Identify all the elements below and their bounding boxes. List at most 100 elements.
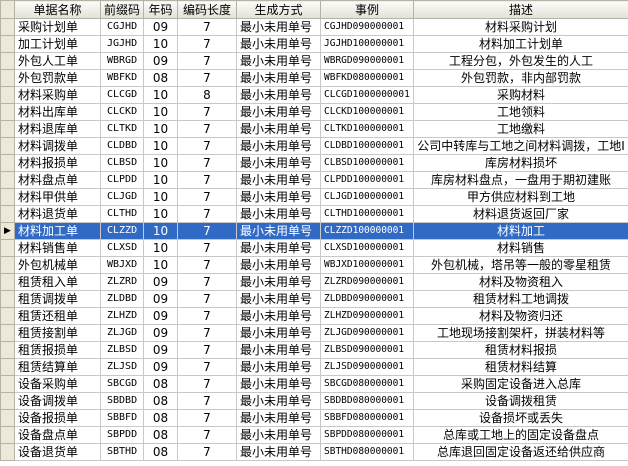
table-cell[interactable]: 设备采购单	[14, 375, 101, 393]
table-cell[interactable]: 10	[143, 256, 178, 274]
table-cell[interactable]: CLXSD100000001	[320, 239, 414, 257]
table-cell[interactable]: 7	[177, 290, 237, 308]
table-cell[interactable]: 8	[177, 86, 237, 104]
table-cell[interactable]: 材料加工计划单	[413, 35, 628, 53]
table-cell[interactable]: 设备调拨单	[14, 392, 101, 410]
table-cell[interactable]: 材料加工	[413, 222, 628, 240]
table-cell[interactable]: 7	[177, 120, 237, 138]
table-cell[interactable]: 09	[143, 307, 178, 325]
table-cell[interactable]: 最小未用单号	[236, 443, 321, 461]
table-cell[interactable]: SBCGD080000001	[320, 375, 414, 393]
table-cell[interactable]: 租赁接割单	[14, 324, 101, 342]
table-cell[interactable]: 最小未用单号	[236, 103, 321, 121]
table-cell[interactable]: 7	[177, 137, 237, 155]
table-cell[interactable]: 设备盘点单	[14, 426, 101, 444]
table-cell[interactable]: CLBSD	[100, 154, 144, 172]
table-cell[interactable]: 7	[177, 341, 237, 359]
table-cell[interactable]: CLCKD	[100, 103, 144, 121]
table-cell[interactable]: ZLZRD090000001	[320, 273, 414, 291]
table-cell[interactable]: 材料加工单	[14, 222, 101, 240]
column-header[interactable]: 前缀码	[100, 0, 144, 19]
table-cell[interactable]: CLJGD	[100, 188, 144, 206]
table-row[interactable]: ▶ 材料加工单 CLZZD 10 7 最小未用单号 CLZZD100000001 材料加工	[0, 222, 628, 240]
table-cell[interactable]: 7	[177, 426, 237, 444]
table-cell[interactable]: 租赁还租单	[14, 307, 101, 325]
column-header[interactable]: 描述	[413, 0, 628, 19]
table-cell[interactable]: 最小未用单号	[236, 307, 321, 325]
table-cell[interactable]: 7	[177, 358, 237, 376]
table-cell[interactable]: SBDBD080000001	[320, 392, 414, 410]
table-cell[interactable]: 7	[177, 375, 237, 393]
table-row[interactable]: 租赁租入单 ZLZRD 09 7 最小未用单号 ZLZRD090000001 材料及物资租入	[0, 273, 628, 291]
table-cell[interactable]: 最小未用单号	[236, 205, 321, 223]
table-cell[interactable]: 最小未用单号	[236, 171, 321, 189]
table-cell[interactable]: 外包罚款，非内部罚款	[413, 69, 628, 87]
table-cell[interactable]: 最小未用单号	[236, 188, 321, 206]
table-row[interactable]: 租赁接割单 ZLJGD 09 7 最小未用单号 ZLJGD090000001 工地现场接割架…	[0, 324, 628, 342]
table-cell[interactable]: 设备调拨租赁	[413, 392, 628, 410]
table-cell[interactable]: 最小未用单号	[236, 341, 321, 359]
table-cell[interactable]: 10	[143, 103, 178, 121]
table-cell[interactable]: 09	[143, 358, 178, 376]
table-cell[interactable]: CLZZD100000001	[320, 222, 414, 240]
table-cell[interactable]: WBFKD	[100, 69, 144, 87]
table-cell[interactable]: ZLBSD	[100, 341, 144, 359]
table-cell[interactable]: 最小未用单号	[236, 256, 321, 274]
table-row[interactable]: 外包罚款单 WBFKD 08 7 最小未用单号 WBFKD080000001 外包罚款，非内…	[0, 69, 628, 87]
table-cell[interactable]: WBJXD	[100, 256, 144, 274]
column-header[interactable]: 单据名称	[14, 0, 101, 19]
table-cell[interactable]: 最小未用单号	[236, 52, 321, 70]
table-cell[interactable]: 材料及物资归还	[413, 307, 628, 325]
column-header[interactable]: 年码	[143, 0, 178, 19]
table-cell[interactable]: 材料调拨单	[14, 137, 101, 155]
table-cell[interactable]: 最小未用单号	[236, 324, 321, 342]
table-cell[interactable]: 7	[177, 273, 237, 291]
table-cell[interactable]: 08	[143, 69, 178, 87]
table-cell[interactable]: SBPDD	[100, 426, 144, 444]
table-row[interactable]: 外包人工单 WBRGD 09 7 最小未用单号 WBRGD090000001 工程分包，外包…	[0, 52, 628, 70]
table-cell[interactable]: 7	[177, 256, 237, 274]
table-row[interactable]: 材料盘点单 CLPDD 10 7 最小未用单号 CLPDD100000001 库房材料盘点，…	[0, 171, 628, 189]
table-row[interactable]: 材料出库单 CLCKD 10 7 最小未用单号 CLCKD100000001 工地领料	[0, 103, 628, 121]
table-cell[interactable]: CLBSD100000001	[320, 154, 414, 172]
table-row[interactable]: 材料报损单 CLBSD 10 7 最小未用单号 CLBSD100000001 库房材料损坏	[0, 154, 628, 172]
table-cell[interactable]: 采购材料	[413, 86, 628, 104]
table-cell[interactable]: 外包人工单	[14, 52, 101, 70]
table-cell[interactable]: 租赁调拨单	[14, 290, 101, 308]
table-cell[interactable]: 公司中转库与工地之间材料调拨，工地I	[413, 137, 628, 155]
table-cell[interactable]: 材料盘点单	[14, 171, 101, 189]
table-cell[interactable]: 7	[177, 205, 237, 223]
table-cell[interactable]: 采购固定设备进入总库	[413, 375, 628, 393]
table-row[interactable]: 设备报损单 SBBFD 08 7 最小未用单号 SBBFD080000001 设备损坏或丢失	[0, 409, 628, 427]
table-cell[interactable]: 7	[177, 324, 237, 342]
table-cell[interactable]: 08	[143, 375, 178, 393]
table-cell[interactable]: SBTHD	[100, 443, 144, 461]
table-cell[interactable]: 10	[143, 86, 178, 104]
table-cell[interactable]: 外包机械单	[14, 256, 101, 274]
table-row[interactable]: 材料甲供单 CLJGD 10 7 最小未用单号 CLJGD100000001 甲方供应材料到…	[0, 188, 628, 206]
table-row[interactable]: 加工计划单 JGJHD 10 7 最小未用单号 JGJHD100000001 材料加工计划单	[0, 35, 628, 53]
table-cell[interactable]: 10	[143, 35, 178, 53]
table-row[interactable]: 租赁报损单 ZLBSD 09 7 最小未用单号 ZLBSD090000001 租赁材料报损	[0, 341, 628, 359]
table-cell[interactable]: 采购计划单	[14, 18, 101, 36]
table-cell[interactable]: WBJXD100000001	[320, 256, 414, 274]
table-cell[interactable]: 最小未用单号	[236, 120, 321, 138]
table-cell[interactable]: 7	[177, 103, 237, 121]
table-cell[interactable]: ZLBSD090000001	[320, 341, 414, 359]
table-cell[interactable]: 10	[143, 205, 178, 223]
table-cell[interactable]: 工地领料	[413, 103, 628, 121]
table-cell[interactable]: 7	[177, 188, 237, 206]
table-cell[interactable]: 10	[143, 239, 178, 257]
table-cell[interactable]: 材料报损单	[14, 154, 101, 172]
table-cell[interactable]: SBTHD080000001	[320, 443, 414, 461]
table-row[interactable]: 材料调拨单 CLDBD 10 7 最小未用单号 CLDBD100000001 公司中转库与工…	[0, 137, 628, 155]
table-cell[interactable]: 材料退库单	[14, 120, 101, 138]
table-cell[interactable]: 总库退回固定设备返还给供应商	[413, 443, 628, 461]
table-cell[interactable]: CLDBD	[100, 137, 144, 155]
table-cell[interactable]: JGJHD	[100, 35, 144, 53]
table-cell[interactable]: 租赁报损单	[14, 341, 101, 359]
table-cell[interactable]: 加工计划单	[14, 35, 101, 53]
table-cell[interactable]: 材料甲供单	[14, 188, 101, 206]
table-cell[interactable]: 7	[177, 239, 237, 257]
table-cell[interactable]: 租赁材料工地调拨	[413, 290, 628, 308]
